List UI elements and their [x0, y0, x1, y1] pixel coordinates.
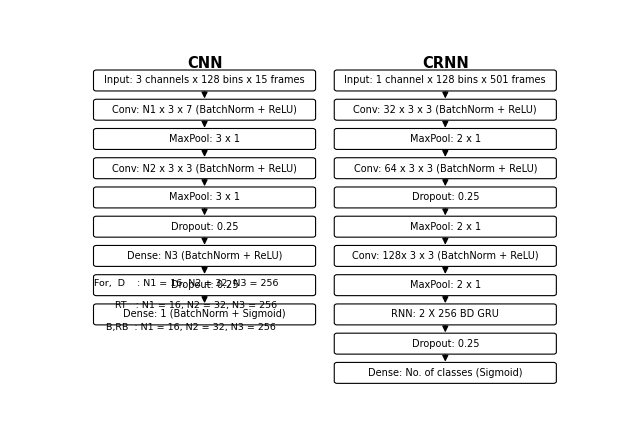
FancyBboxPatch shape [93, 187, 316, 208]
Text: Dropout: 0.25: Dropout: 0.25 [411, 339, 479, 349]
FancyBboxPatch shape [93, 70, 316, 91]
FancyBboxPatch shape [93, 246, 316, 266]
Text: RT   : N1 = 16, N2 = 32, N3 = 256: RT : N1 = 16, N2 = 32, N3 = 256 [94, 301, 277, 310]
FancyBboxPatch shape [93, 128, 316, 149]
FancyBboxPatch shape [334, 70, 557, 91]
Text: Conv: N2 x 3 x 3 (BatchNorm + ReLU): Conv: N2 x 3 x 3 (BatchNorm + ReLU) [112, 163, 297, 173]
FancyBboxPatch shape [334, 128, 557, 149]
Text: Conv: N1 x 3 x 7 (BatchNorm + ReLU): Conv: N1 x 3 x 7 (BatchNorm + ReLU) [112, 105, 297, 115]
Text: MaxPool: 3 x 1: MaxPool: 3 x 1 [169, 134, 240, 144]
Text: Dense: No. of classes (Sigmoid): Dense: No. of classes (Sigmoid) [368, 368, 522, 378]
Text: Dropout: 0.25: Dropout: 0.25 [411, 192, 479, 202]
Text: MaxPool: 2 x 1: MaxPool: 2 x 1 [410, 280, 481, 290]
Text: MaxPool: 3 x 1: MaxPool: 3 x 1 [169, 192, 240, 202]
FancyBboxPatch shape [93, 216, 316, 237]
FancyBboxPatch shape [334, 158, 557, 179]
Text: CNN: CNN [187, 56, 223, 71]
Text: Conv: 32 x 3 x 3 (BatchNorm + ReLU): Conv: 32 x 3 x 3 (BatchNorm + ReLU) [354, 105, 537, 115]
FancyBboxPatch shape [93, 158, 316, 179]
Text: Dropout: 0.25: Dropout: 0.25 [171, 280, 238, 290]
Text: Dense: 1 (BatchNorm + Sigmoid): Dense: 1 (BatchNorm + Sigmoid) [123, 309, 286, 319]
Text: RNN: 2 X 256 BD GRU: RNN: 2 X 256 BD GRU [391, 309, 499, 319]
Text: CRNN: CRNN [422, 56, 469, 71]
Text: MaxPool: 2 x 1: MaxPool: 2 x 1 [410, 134, 481, 144]
FancyBboxPatch shape [93, 99, 316, 120]
FancyBboxPatch shape [93, 275, 316, 296]
FancyBboxPatch shape [334, 187, 557, 208]
Text: Input: 3 channels x 128 bins x 15 frames: Input: 3 channels x 128 bins x 15 frames [104, 76, 305, 85]
Text: MaxPool: 2 x 1: MaxPool: 2 x 1 [410, 222, 481, 232]
FancyBboxPatch shape [334, 362, 557, 383]
FancyBboxPatch shape [334, 99, 557, 120]
FancyBboxPatch shape [334, 333, 557, 354]
Text: Dense: N3 (BatchNorm + ReLU): Dense: N3 (BatchNorm + ReLU) [127, 251, 282, 261]
FancyBboxPatch shape [334, 304, 557, 325]
FancyBboxPatch shape [93, 304, 316, 325]
Text: B,RB  : N1 = 16, N2 = 32, N3 = 256: B,RB : N1 = 16, N2 = 32, N3 = 256 [94, 323, 276, 332]
Text: For,  D    : N1 = 16, N2 = 32, N3 = 256: For, D : N1 = 16, N2 = 32, N3 = 256 [94, 279, 278, 288]
FancyBboxPatch shape [334, 216, 557, 237]
Text: Input: 1 channel x 128 bins x 501 frames: Input: 1 channel x 128 bins x 501 frames [344, 76, 546, 85]
FancyBboxPatch shape [334, 275, 557, 296]
Text: Conv: 128x 3 x 3 (BatchNorm + ReLU): Conv: 128x 3 x 3 (BatchNorm + ReLU) [352, 251, 539, 261]
FancyBboxPatch shape [334, 246, 557, 266]
Text: Dropout: 0.25: Dropout: 0.25 [171, 222, 238, 232]
Text: Conv: 64 x 3 x 3 (BatchNorm + ReLU): Conv: 64 x 3 x 3 (BatchNorm + ReLU) [354, 163, 537, 173]
